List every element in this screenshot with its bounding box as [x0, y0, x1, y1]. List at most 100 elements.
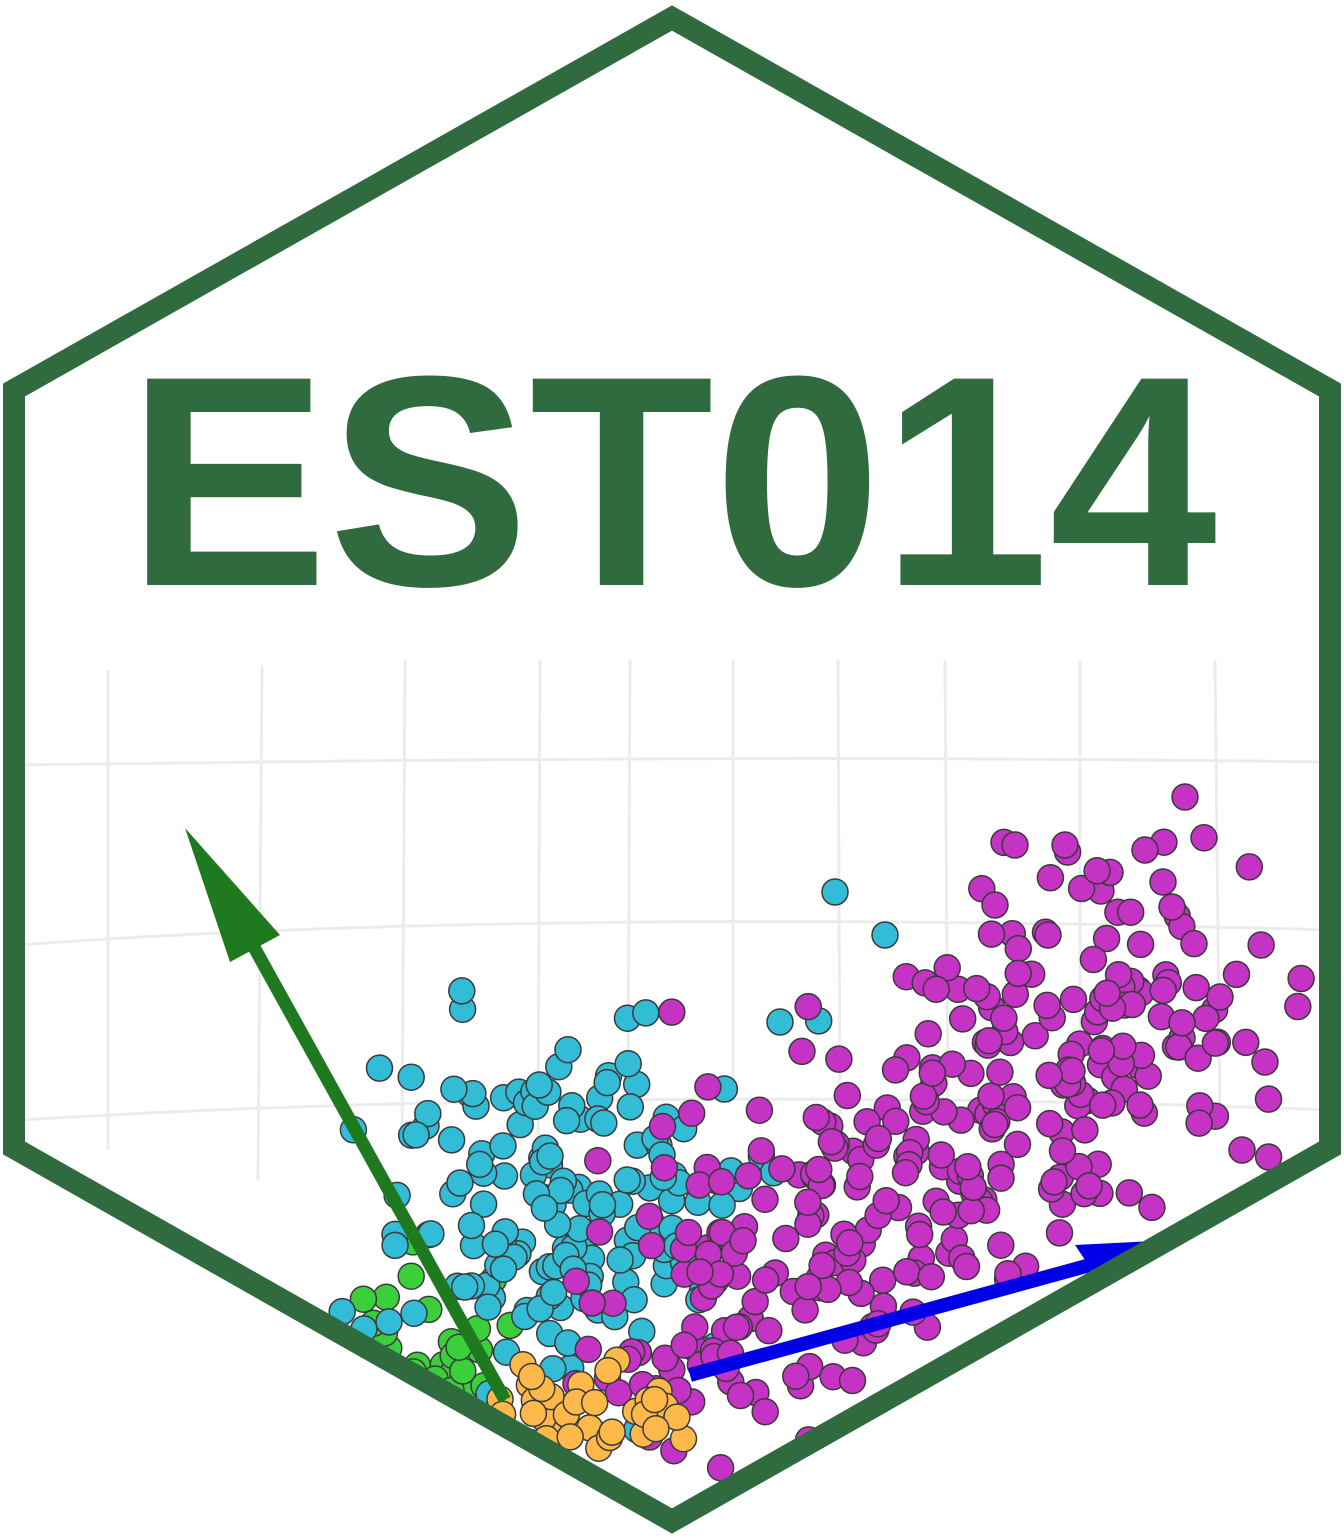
point-magenta: [658, 998, 686, 1026]
point-magenta: [648, 1112, 677, 1141]
point-magenta: [914, 1020, 942, 1048]
point-magenta: [933, 954, 961, 982]
point-magenta: [1048, 1137, 1077, 1165]
point-magenta: [987, 1164, 1015, 1192]
point-magenta: [1222, 960, 1251, 989]
point-magenta: [836, 1229, 864, 1257]
point-magenta: [726, 1381, 755, 1410]
point-magenta: [1182, 973, 1210, 1002]
point-cyan: [474, 1293, 502, 1321]
point-cyan: [821, 878, 849, 906]
point-magenta: [1036, 863, 1065, 892]
point-cyan: [440, 1075, 468, 1103]
point-magenta: [637, 1231, 666, 1260]
point-magenta: [1034, 921, 1062, 949]
point-magenta: [1184, 1044, 1212, 1072]
point-magenta: [872, 1186, 900, 1215]
point-magenta: [1228, 1136, 1256, 1164]
point-magenta: [670, 1331, 699, 1359]
point-orange: [556, 1423, 584, 1451]
point-magenta: [751, 1397, 779, 1426]
point-magenta: [734, 1162, 763, 1190]
point-magenta: [846, 1162, 874, 1191]
point-magenta: [1158, 893, 1186, 921]
point-cyan: [632, 999, 660, 1027]
point-magenta: [952, 1252, 981, 1281]
point-magenta: [981, 891, 1009, 919]
point-cyan: [450, 1273, 479, 1301]
point-magenta: [802, 1103, 831, 1132]
point-cyan: [481, 1230, 510, 1258]
point-cyan: [400, 1299, 428, 1328]
point-green: [349, 1285, 378, 1313]
point-magenta: [1171, 783, 1199, 811]
point-magenta: [686, 1258, 714, 1286]
point-magenta: [864, 1124, 893, 1153]
point-magenta: [1035, 1061, 1063, 1090]
point-green: [349, 1414, 378, 1443]
point-orange: [598, 1418, 626, 1446]
point-magenta: [1126, 930, 1155, 959]
point-magenta: [1003, 1130, 1032, 1159]
point-magenta: [745, 1096, 774, 1124]
point-magenta: [1045, 1219, 1074, 1247]
point-magenta: [891, 1158, 920, 1187]
point-magenta: [1149, 976, 1177, 1005]
point-magenta: [1251, 1048, 1279, 1076]
point-orange: [642, 1414, 670, 1443]
point-magenta: [922, 975, 950, 1004]
point-green: [397, 1262, 425, 1290]
point-orange: [537, 1465, 566, 1494]
point-magenta: [1071, 1116, 1099, 1144]
point-cyan: [446, 1169, 474, 1197]
point-green: [306, 1342, 335, 1371]
point-magenta: [755, 1316, 783, 1345]
logo-title: EST014: [127, 313, 1219, 649]
point-magenta: [1087, 1037, 1116, 1065]
point-cyan: [469, 1190, 498, 1218]
point-magenta: [791, 1296, 819, 1324]
point-green: [449, 1357, 477, 1385]
point-magenta: [1003, 1093, 1032, 1122]
point-magenta: [975, 1026, 1003, 1055]
point-magenta: [1092, 924, 1121, 953]
point-magenta: [782, 1362, 810, 1390]
point-cyan: [448, 977, 476, 1005]
point-magenta: [584, 1146, 612, 1175]
point-magenta: [1116, 898, 1145, 926]
point-cyan: [525, 1071, 553, 1099]
point-magenta: [1001, 831, 1029, 859]
point-cyan: [215, 1305, 244, 1334]
point-magenta: [948, 1005, 977, 1033]
point-cyan: [375, 1308, 403, 1336]
point-orange: [519, 1399, 548, 1428]
point-magenta: [1058, 1057, 1086, 1085]
point-cyan: [613, 1166, 641, 1194]
hex-border: [3, 5, 1341, 1534]
point-magenta: [794, 1188, 822, 1217]
point-magenta: [1059, 985, 1088, 1014]
point-magenta: [650, 1154, 679, 1182]
point-magenta: [805, 1155, 833, 1184]
point-magenta: [747, 1137, 776, 1165]
point-magenta: [729, 1227, 757, 1255]
point-magenta: [1067, 874, 1096, 903]
point-orange: [663, 1403, 691, 1431]
point-cyan: [539, 1278, 568, 1307]
point-cyan: [616, 1093, 645, 1121]
point-magenta: [677, 1099, 706, 1128]
point-magenta: [707, 1168, 736, 1196]
point-magenta: [1079, 945, 1108, 974]
point-magenta: [808, 1251, 836, 1280]
point-magenta: [562, 1267, 590, 1295]
point-magenta: [1088, 1091, 1117, 1119]
point-magenta: [1168, 1009, 1196, 1037]
point-orange: [640, 1385, 669, 1414]
point-cyan: [871, 921, 899, 949]
point-magenta: [1126, 1091, 1154, 1119]
point-cyan: [489, 1255, 518, 1283]
point-cyan: [489, 1132, 517, 1160]
point-magenta: [1185, 1109, 1213, 1137]
point-magenta: [772, 1224, 800, 1253]
